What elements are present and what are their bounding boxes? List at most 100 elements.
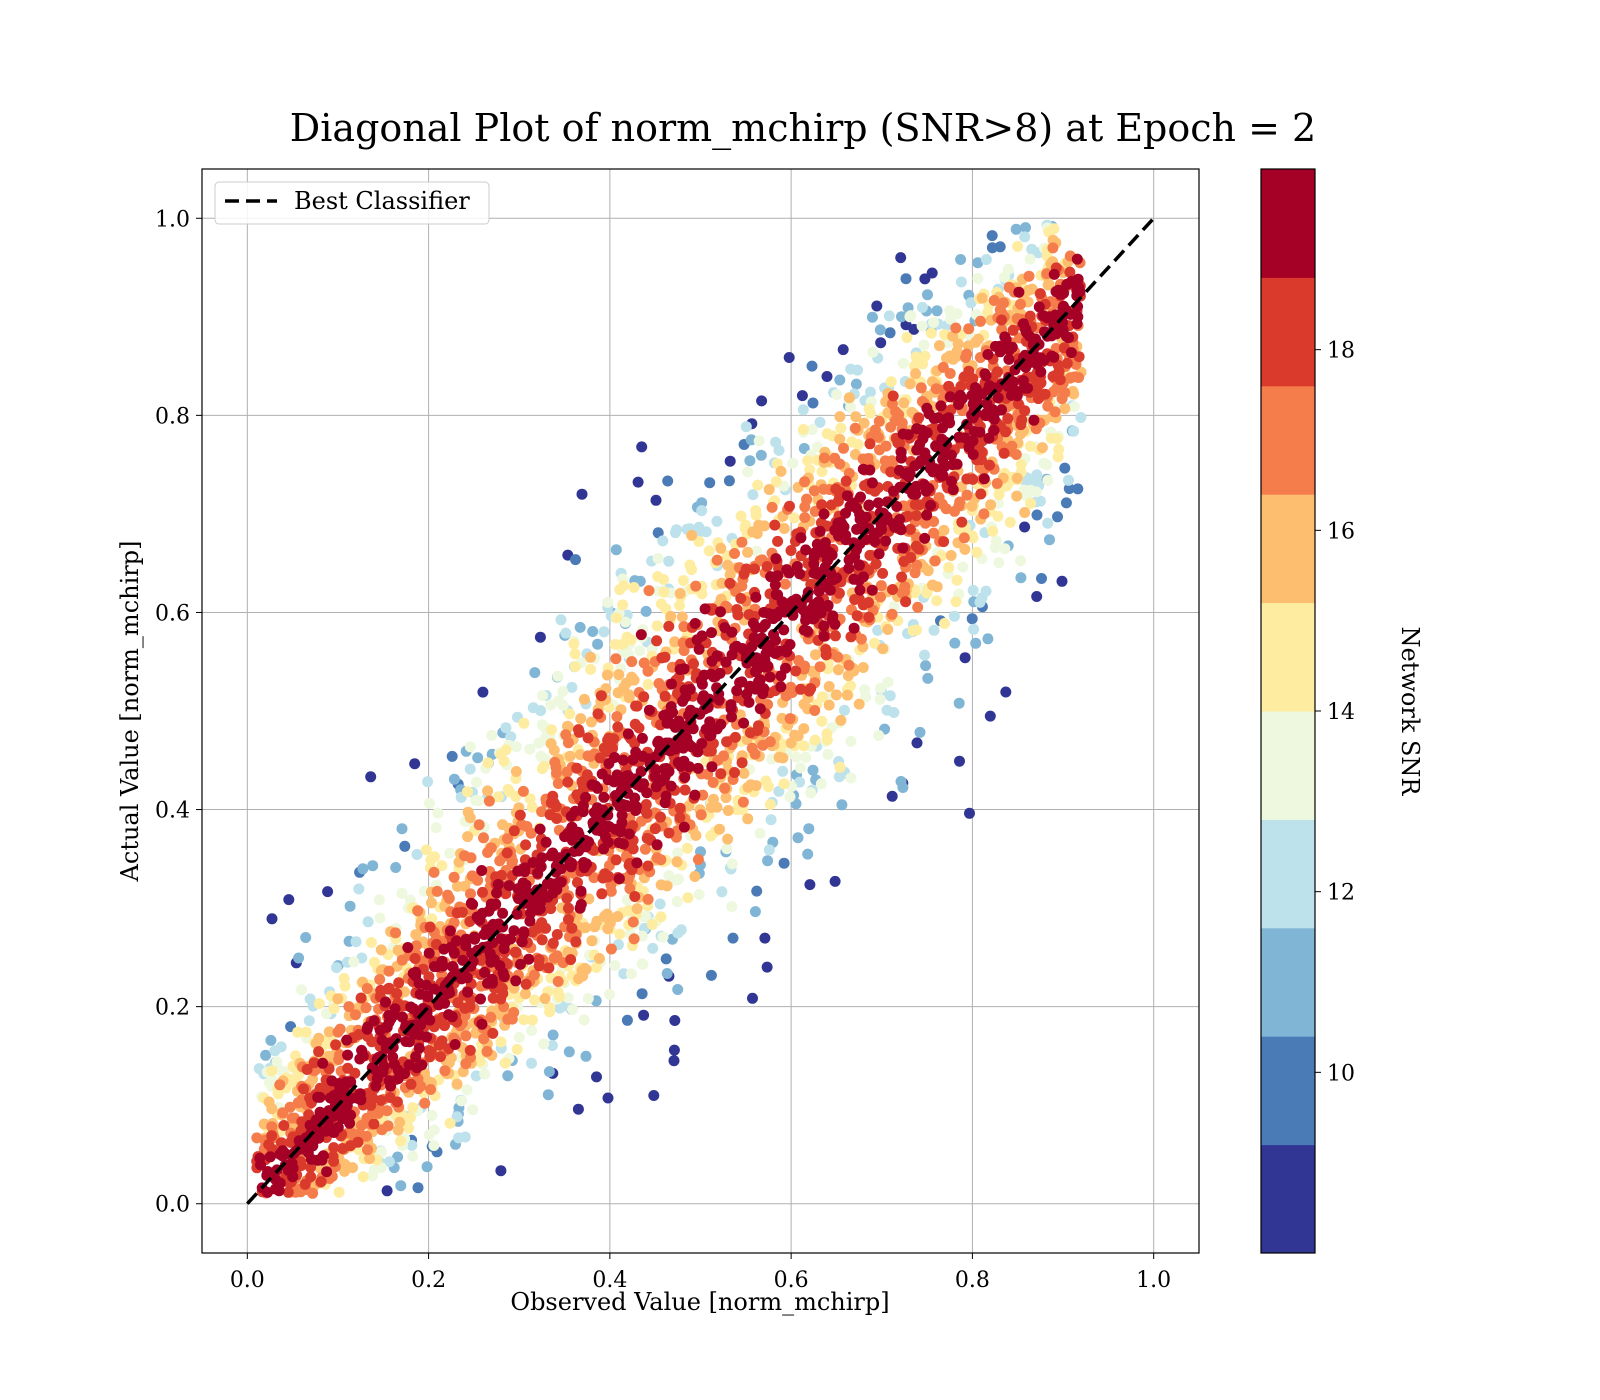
scatter-point <box>696 588 708 600</box>
scatter-point <box>655 879 667 891</box>
scatter-point <box>564 708 576 720</box>
scatter-point <box>1065 276 1077 288</box>
scatter-point <box>617 754 629 766</box>
scatter-point <box>990 535 1002 547</box>
scatter-point <box>863 597 874 608</box>
scatter-point <box>501 847 513 859</box>
scatter-point <box>545 738 557 750</box>
scatter-point <box>654 898 666 910</box>
scatter-point <box>925 499 937 511</box>
scatter-point <box>877 567 889 579</box>
scatter-point <box>423 1129 435 1141</box>
scatter-point <box>355 992 367 1004</box>
y-tick-label: 0.8 <box>155 404 190 429</box>
scatter-point <box>587 626 599 637</box>
scatter-point <box>436 860 448 872</box>
scatter-point <box>638 657 650 669</box>
scatter-point <box>407 1150 419 1162</box>
scatter-point <box>266 1065 278 1077</box>
scatter-point <box>609 752 621 763</box>
scatter-point <box>638 778 649 790</box>
scatter-point <box>520 978 532 990</box>
scatter-point <box>462 986 474 998</box>
scatter-point <box>616 809 628 821</box>
scatter-point <box>396 887 408 899</box>
scatter-point <box>370 1080 382 1092</box>
scatter-point <box>444 925 456 937</box>
scatter-point <box>716 577 728 589</box>
scatter-point <box>920 660 932 672</box>
scatter-point <box>674 664 686 675</box>
scatter-point <box>636 988 648 1000</box>
scatter-point <box>528 969 540 981</box>
scatter-point <box>518 926 530 938</box>
scatter-point <box>476 865 488 876</box>
scatter-point <box>500 744 512 756</box>
scatter-point <box>326 1075 338 1087</box>
scatter-point <box>402 942 414 953</box>
scatter-point <box>1051 433 1063 445</box>
scatter-point <box>894 522 906 534</box>
scatter-point <box>390 862 402 873</box>
scatter-point <box>462 786 473 798</box>
scatter-point <box>866 477 878 489</box>
scatter-point <box>459 850 470 862</box>
scatter-point <box>536 719 548 731</box>
scatter-point <box>470 795 482 806</box>
scatter-point <box>697 789 709 801</box>
scatter-point <box>832 664 844 676</box>
scatter-point <box>818 452 830 464</box>
scatter-point <box>474 914 486 926</box>
scatter-point <box>367 860 379 872</box>
scatter-point <box>785 681 797 693</box>
scatter-point <box>896 571 908 583</box>
scatter-point <box>912 601 924 613</box>
scatter-point <box>792 832 804 844</box>
scatter-point <box>482 977 493 989</box>
scatter-point <box>602 734 614 746</box>
scatter-point <box>577 806 589 818</box>
scatter-point <box>1060 497 1072 509</box>
scatter-point <box>829 630 841 642</box>
scatter-point <box>486 729 498 741</box>
scatter-point <box>759 932 771 944</box>
scatter-point <box>467 956 479 967</box>
scatter-point <box>809 705 821 716</box>
scatter-point <box>651 839 663 851</box>
scatter-point <box>1007 324 1019 336</box>
scatter-point <box>869 637 880 649</box>
scatter-point <box>464 741 476 753</box>
scatter-point <box>913 499 925 511</box>
scatter-point <box>822 748 834 760</box>
y-tick-label: 0.0 <box>155 1193 190 1218</box>
scatter-point <box>1042 517 1054 529</box>
scatter-point <box>643 585 655 597</box>
scatter-point <box>383 982 395 994</box>
scatter-point <box>683 761 695 773</box>
scatter-point <box>605 885 617 897</box>
scatter-point <box>972 272 984 284</box>
scatter-point <box>943 562 955 573</box>
scatter-point <box>424 921 436 933</box>
scatter-point <box>874 444 885 456</box>
scatter-point <box>1068 401 1080 413</box>
scatter-point <box>972 257 984 269</box>
scatter-point <box>612 687 624 699</box>
scatter-point <box>765 814 777 826</box>
scatter-point <box>300 932 312 943</box>
scatter-point <box>742 466 754 478</box>
scatter-point <box>967 473 979 485</box>
scatter-point <box>761 961 773 973</box>
scatter-point <box>792 730 804 742</box>
scatter-point <box>777 752 789 764</box>
scatter-point <box>602 923 614 935</box>
scatter-point <box>548 797 560 809</box>
scatter-point <box>884 690 896 702</box>
scatter-point <box>729 767 740 778</box>
scatter-point <box>857 662 869 673</box>
scatter-point <box>919 273 931 285</box>
legend-label-best-classifier: Best Classifier <box>294 187 470 215</box>
scatter-point <box>275 1137 287 1149</box>
scatter-point <box>821 734 833 746</box>
scatter-point <box>412 905 424 917</box>
